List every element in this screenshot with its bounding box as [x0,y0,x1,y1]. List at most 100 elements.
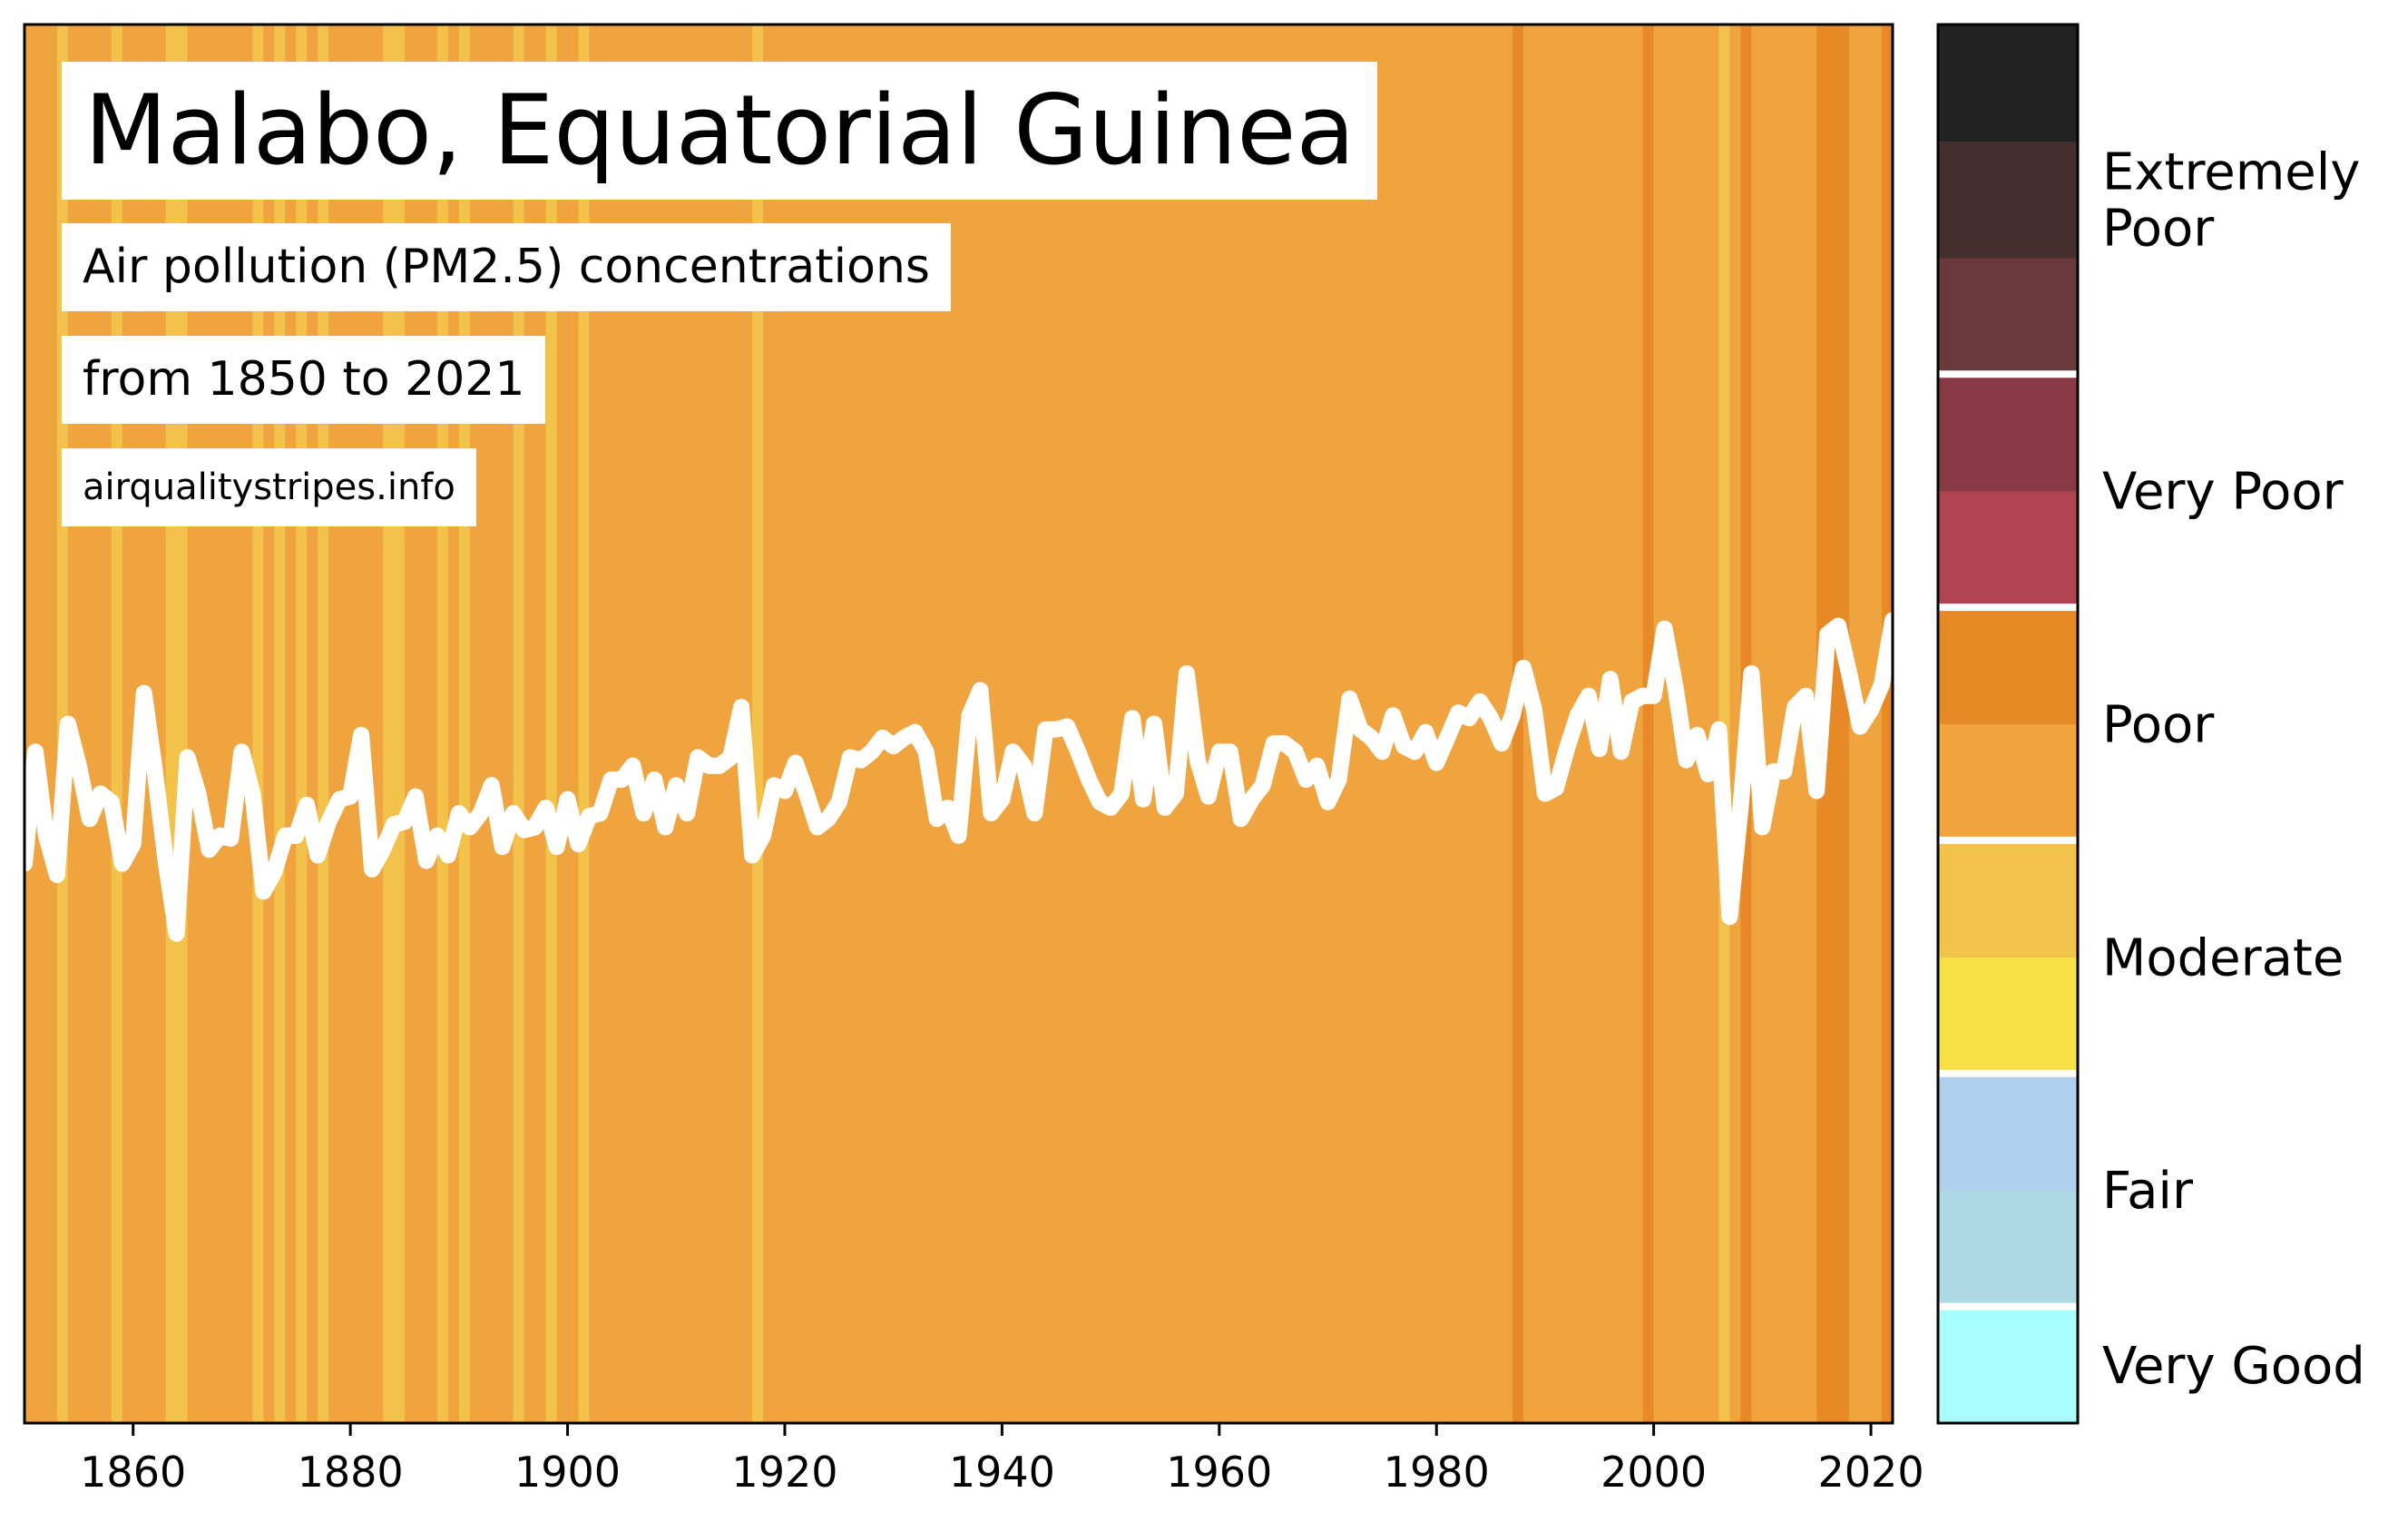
stripe-1958 [1197,25,1209,1423]
stripe-1978 [1414,25,1426,1423]
colorbar-label: Fair [2102,1162,2194,1221]
colorbar-frame [1936,23,2080,1425]
stripe-1991 [1555,25,1568,1423]
stripe-2000 [1653,25,1666,1423]
stripe-1980 [1436,25,1448,1423]
colorbar-segment [1938,1073,2078,1191]
source-label: airqualitystripes.info [62,448,476,526]
stripe-1917 [752,25,764,1423]
stripe-1904 [611,25,622,1423]
colorbar-segment [1938,840,2078,957]
x-tick-label: 1880 [298,1448,404,1497]
stripe-1999 [1642,25,1655,1423]
colorbar-segment [1938,374,2078,492]
colorbar-segment [1938,257,2078,375]
colorbar-segment [1938,1306,2078,1424]
stripe-1979 [1425,25,1437,1423]
stripe-1925 [838,25,851,1423]
stripe-1898 [545,25,558,1423]
stripe-1903 [600,25,612,1423]
colorbar-segment [1938,957,2078,1075]
stripe-1906 [632,25,644,1423]
stripe-1927 [860,25,873,1423]
stripe-2010 [1762,25,1774,1423]
colorbar-label: Extremely Poor [2102,143,2360,259]
stripe-1907 [643,25,655,1423]
stripe-1949 [1100,25,1111,1423]
stripe-1969 [1317,25,1329,1423]
stripe-1970 [1327,25,1340,1423]
stripe-1966 [1284,25,1297,1423]
stripe-1942 [1023,25,1035,1423]
stripe-1914 [719,25,731,1423]
stripe-1950 [1111,25,1122,1423]
stripe-1901 [578,25,591,1423]
colorbar-segment [1938,723,2078,841]
stripe-1960 [1219,25,1231,1423]
stripe-2020 [1871,25,1883,1423]
stripe-1930 [893,25,905,1423]
stripe-1850 [24,25,36,1423]
colorbar [1938,25,2078,1424]
stripe-2011 [1773,25,1785,1423]
stripe-2016 [1827,25,1839,1423]
stripe-2021 [1882,25,1894,1423]
stripe-1961 [1229,25,1242,1423]
stripe-1899 [556,25,569,1423]
stripe-1990 [1544,25,1557,1423]
stripe-2017 [1838,25,1850,1423]
stripe-1926 [849,25,862,1423]
x-tick-label: 2020 [1818,1448,1924,1497]
stripe-1934 [936,25,949,1423]
colorbar-segment [1938,25,2078,142]
stripe-1948 [1089,25,1101,1423]
stripe-2001 [1664,25,1677,1423]
colorbar-segment [1938,607,2078,725]
stripe-1931 [904,25,916,1423]
stripe-1928 [871,25,884,1423]
x-tick-label: 1900 [514,1448,621,1497]
stripe-2013 [1795,25,1806,1423]
x-tick-label: 1940 [949,1448,1055,1497]
stripe-1935 [947,25,960,1423]
colorbar-segment [1938,141,2078,259]
colorbar-segment [1938,1190,2078,1308]
stripe-1910 [676,25,688,1423]
colorbar-label: Very Poor [2102,463,2344,522]
stripe-1933 [925,25,938,1423]
stripe-1941 [1013,25,1024,1423]
x-tick-label: 1980 [1384,1448,1490,1497]
stripe-1940 [1002,25,1013,1423]
stripe-1900 [567,25,580,1423]
stripe-1939 [991,25,1003,1423]
stripe-1918 [763,25,775,1423]
stripe-1922 [806,25,818,1423]
colorbar-segment [1938,490,2078,608]
x-axis: 1860 1880 1900 1920 1940 1960 1980 2000 2020 [80,1423,1924,1497]
stripe-1974 [1371,25,1383,1423]
chart-title: Malabo, Equatorial Guinea [62,62,1378,200]
pm25-line [16,612,1901,942]
stripe-1947 [1078,25,1090,1423]
stripe-1929 [882,25,895,1423]
stripe-1913 [709,25,720,1423]
colorbar-labels: Very Good Fair Moderate Poor Very Poor Extrem… [2102,143,2365,1396]
stripe-1908 [654,25,666,1423]
stripe-1965 [1273,25,1286,1423]
stripe-1977 [1404,25,1415,1423]
stripe-1962 [1240,25,1253,1423]
stripe-1968 [1306,25,1318,1423]
stripe-1955 [1164,25,1177,1423]
stripe-1923 [817,25,829,1423]
colorbar-label: Moderate [2102,928,2344,987]
stripe-1963 [1251,25,1264,1423]
stripe-1905 [622,25,633,1423]
stripe-1920 [784,25,797,1423]
stripe-1967 [1295,25,1307,1423]
colorbar-label: Very Good [2102,1337,2365,1396]
stripe-1924 [827,25,840,1423]
stripe-1909 [665,25,677,1423]
stripe-1912 [698,25,710,1423]
x-tick-label: 2000 [1600,1448,1707,1497]
stripe-2007 [1729,25,1742,1423]
